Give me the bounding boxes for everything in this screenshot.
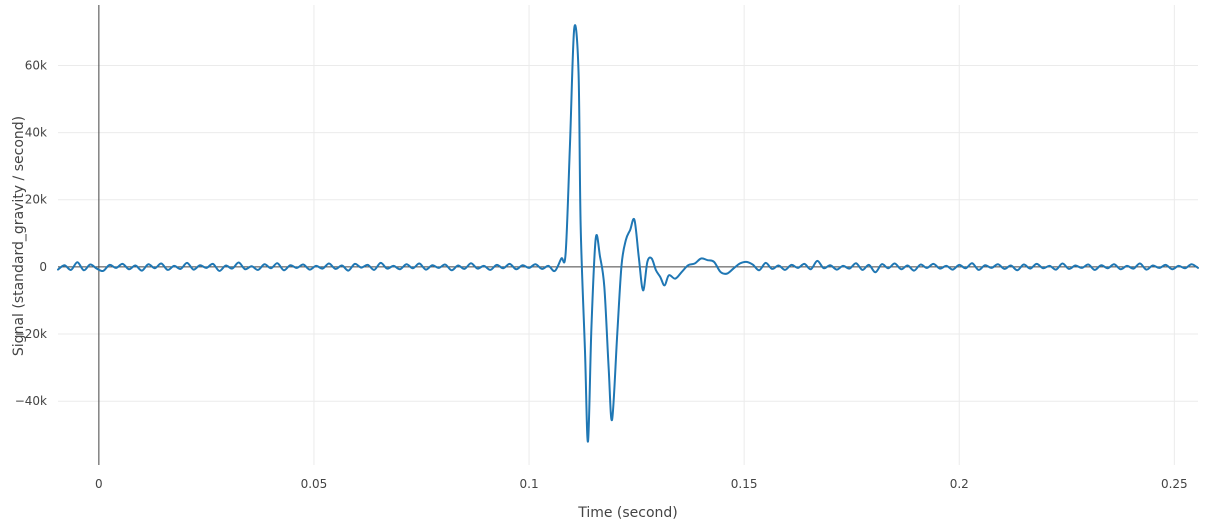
x-gridlines <box>313 5 1175 465</box>
series-layer <box>57 24 1199 443</box>
y-tick-label: 0 <box>39 260 47 274</box>
x-axis-title: Time (second) <box>577 505 678 521</box>
x-tick-label: 0 <box>95 477 103 491</box>
y-tick-labels: 60k 40k 20k 0 −20k −40k <box>15 58 47 408</box>
y-gridlines <box>58 64 1198 402</box>
y-tick-label: 60k <box>25 58 47 72</box>
signal-series-line <box>57 24 1199 443</box>
y-tick-label: −40k <box>15 394 47 408</box>
x-tick-label: 0.2 <box>950 477 969 491</box>
x-tick-label: 0.1 <box>520 477 539 491</box>
x-tick-label: 0.25 <box>1161 477 1188 491</box>
x-tick-labels: 0 0.05 0.1 0.15 0.2 0.25 <box>95 477 1188 491</box>
y-tick-label: 20k <box>25 193 47 207</box>
x-tick-label: 0.05 <box>301 477 328 491</box>
y-tick-label: 40k <box>25 126 47 140</box>
y-tick-label: −20k <box>15 327 47 341</box>
x-tick-label: 0.15 <box>731 477 758 491</box>
y-axis-title: Signal (standard_gravity / second) <box>11 116 27 356</box>
